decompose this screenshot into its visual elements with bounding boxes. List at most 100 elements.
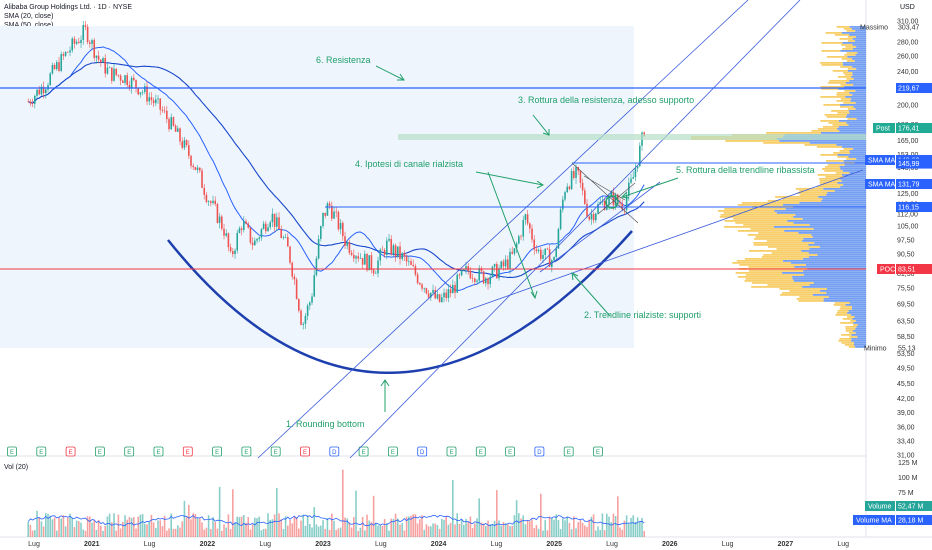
trendline-support-2[interactable]: [539, 181, 661, 273]
profile-bar-down: [840, 98, 852, 100]
profile-bar-down: [839, 38, 853, 40]
volume-bar: [544, 520, 547, 537]
event-marker[interactable]: [358, 446, 369, 457]
volume-ma-line[interactable]: [27, 514, 645, 527]
sma20-line[interactable]: [28, 46, 645, 291]
triangle-line-1[interactable]: [571, 162, 639, 224]
profile-bar-down: [817, 174, 842, 176]
profile-bar-up: [849, 80, 866, 82]
volume-bar: [254, 517, 256, 537]
profile-bar-up: [848, 124, 866, 126]
event-marker[interactable]: [182, 446, 193, 457]
candle-body: [432, 289, 434, 293]
event-marker[interactable]: [446, 446, 457, 457]
channel-lower-line[interactable]: [349, 0, 801, 459]
y-tick-label: 81,50: [897, 271, 915, 278]
candle-body: [405, 256, 408, 262]
candle-body: [474, 278, 476, 282]
channel-upper-line[interactable]: [257, 0, 749, 459]
event-marker[interactable]: [475, 446, 486, 457]
event-marker[interactable]: [534, 446, 545, 457]
event-marker[interactable]: [7, 446, 17, 457]
candle-body: [212, 200, 214, 203]
annotation-rounding-bottom: 1. Rounding bottom: [286, 419, 365, 429]
volume-bar: [146, 524, 148, 537]
event-marker[interactable]: [593, 446, 603, 457]
breakout-circle[interactable]: [605, 195, 619, 209]
profile-bar-up: [842, 42, 866, 44]
volume-legend[interactable]: Vol (20): [4, 464, 29, 471]
profile-bar-down: [736, 260, 784, 262]
candle-body: [78, 41, 80, 44]
candle-body: [313, 275, 316, 297]
candle-body: [64, 51, 67, 56]
profile-bar-up: [774, 210, 866, 212]
y-tick-label: 143,00: [897, 165, 919, 172]
candle-body: [130, 77, 133, 89]
event-marker[interactable]: [300, 446, 310, 457]
triangle-line-2[interactable]: [583, 175, 626, 201]
volume-bar: [562, 518, 564, 537]
volume-bar: [214, 522, 217, 537]
candle-body: [625, 196, 628, 210]
event-marker[interactable]: [124, 446, 135, 457]
trendline-support-1[interactable]: [467, 169, 864, 311]
candle-body: [122, 80, 124, 83]
drawings[interactable]: 1. Rounding bottom 2. Trendline rialzist…: [0, 0, 866, 459]
event-marker[interactable]: [270, 446, 281, 457]
profile-bar-down: [751, 286, 803, 288]
profile-bar-up: [856, 118, 866, 120]
volume-bar: [529, 521, 531, 537]
event-marker[interactable]: [329, 446, 340, 457]
profile-bar-up: [844, 86, 866, 88]
candle-body: [465, 266, 467, 270]
event-marker[interactable]: [212, 446, 223, 457]
y-tick-label: 36,00: [897, 425, 915, 432]
event-marker[interactable]: [36, 446, 47, 457]
volume-bar: [586, 526, 588, 537]
volume-bar: [40, 521, 43, 537]
event-marker[interactable]: [417, 446, 428, 457]
event-marker-label: E: [391, 450, 395, 456]
profile-bar-up: [853, 106, 866, 108]
event-marker[interactable]: [563, 446, 574, 457]
sma20-legend[interactable]: SMA (20, close): [4, 13, 54, 20]
volume-bar: [346, 518, 349, 537]
event-marker[interactable]: [241, 446, 252, 457]
event-marker[interactable]: [95, 446, 105, 457]
profile-bar-down: [780, 294, 813, 296]
volume-bar: [474, 523, 476, 537]
profile-bar-down: [837, 156, 849, 158]
breakout-zone[interactable]: [398, 134, 866, 140]
profile-bar-up: [842, 146, 866, 148]
candle-body: [75, 41, 78, 44]
candle-body: [590, 214, 593, 220]
profile-bar-up: [857, 324, 866, 326]
event-marker[interactable]: [65, 446, 76, 457]
sma50-line[interactable]: [28, 61, 645, 279]
candle-body: [344, 236, 346, 246]
volume-bar: [496, 490, 498, 537]
profile-bar-up: [849, 26, 866, 28]
event-marker[interactable]: [505, 446, 516, 457]
y-tick-label: 53,50: [897, 351, 915, 358]
level-tag-value: 176,41: [898, 126, 920, 133]
analysis-zone: [0, 26, 634, 348]
volume-bar: [641, 517, 643, 537]
event-marker[interactable]: [387, 446, 398, 457]
profile-bar-up: [852, 306, 866, 308]
rounding-bottom-arc[interactable]: [167, 230, 633, 374]
candle-body: [586, 203, 588, 217]
sma50-legend[interactable]: SMA (50, close): [4, 22, 54, 29]
profile-bar-down: [847, 68, 857, 70]
profile-bar-up: [849, 92, 866, 94]
candle-body: [172, 117, 175, 126]
volume-bar: [344, 517, 346, 537]
candle-body: [144, 86, 146, 92]
volume-bar: [179, 527, 181, 537]
volume-tag-label-bg: [853, 515, 895, 525]
event-marker[interactable]: [153, 446, 164, 457]
profile-bar-up: [848, 156, 866, 158]
profile-bar-up: [826, 194, 866, 196]
